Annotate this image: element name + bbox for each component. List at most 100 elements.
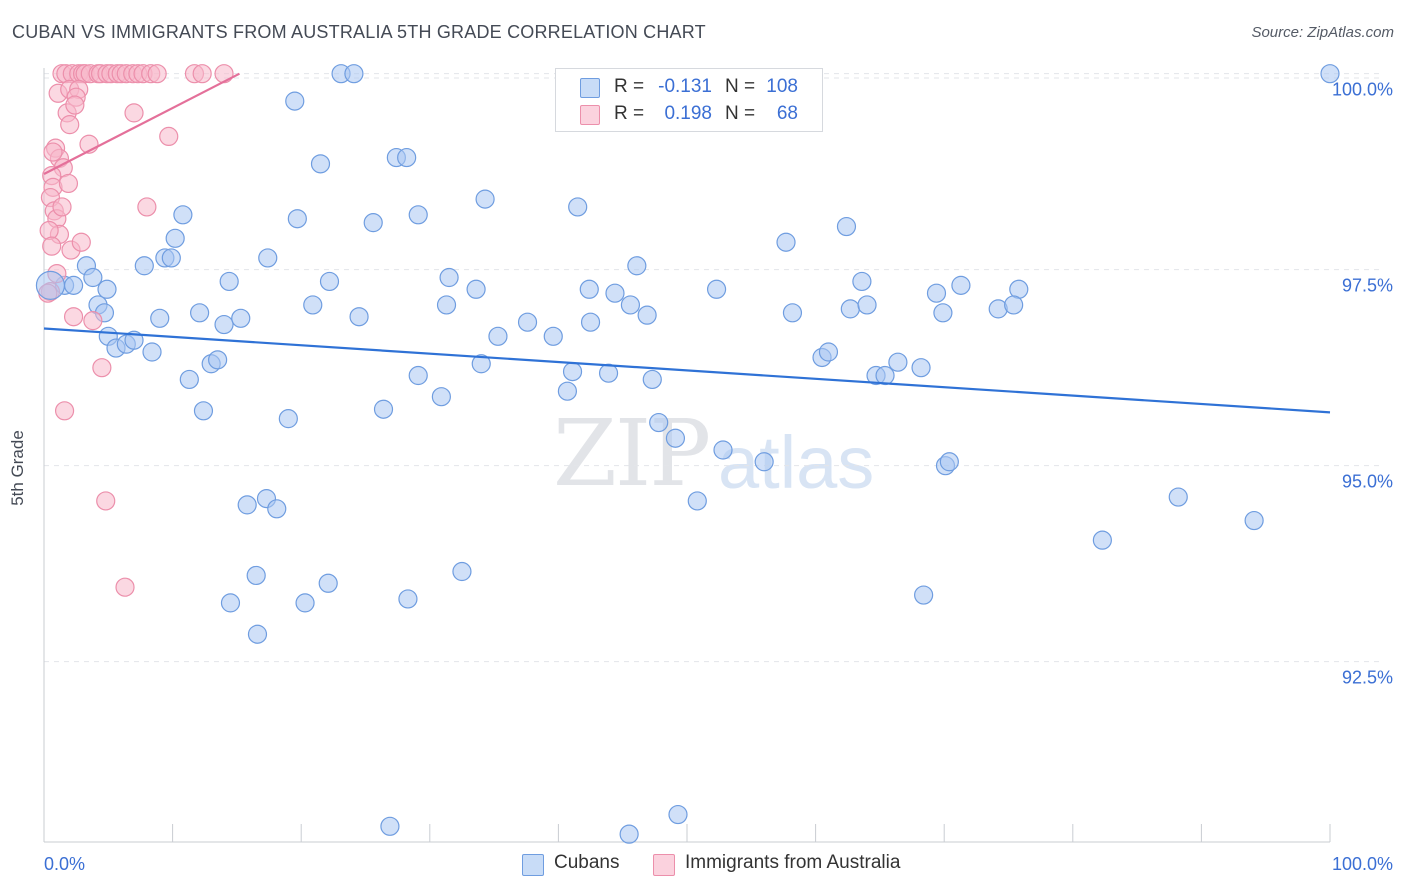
- australia-point: [192, 64, 212, 84]
- cubans-point: [852, 271, 872, 292]
- cubans-point: [466, 279, 486, 299]
- legend-r-label: R =: [614, 76, 645, 97]
- cubans-point: [557, 381, 578, 401]
- cubans-point: [142, 342, 162, 362]
- legend-label-cubans: Cubans: [554, 852, 620, 873]
- legend-swatch-cubans: [522, 854, 544, 876]
- cubans-point: [517, 312, 538, 332]
- watermark-zip: ZIP: [553, 400, 711, 507]
- australia-point: [147, 64, 167, 84]
- cubans-point: [605, 283, 625, 303]
- cubans-point: [637, 305, 657, 325]
- legend-n-label: N =: [725, 76, 756, 97]
- cubans-point: [285, 91, 305, 111]
- cubans-point: [134, 256, 154, 276]
- cubans-point: [97, 279, 117, 299]
- legend-label-australia: Immigrants from Australia: [685, 852, 901, 873]
- legend-swatch-pink: [580, 105, 600, 125]
- stats-legend: R = -0.131 N = 108 R = 0.198 N = 68: [555, 68, 823, 132]
- cubans-point: [295, 593, 315, 613]
- legend-r-label: R =: [614, 103, 645, 124]
- australia-point: [65, 95, 85, 115]
- australia-point: [159, 126, 179, 146]
- source-label: Source: ZipAtlas.com: [1251, 24, 1394, 41]
- cubans-point: [452, 561, 472, 582]
- cubans-point: [926, 283, 947, 303]
- cubans-point: [933, 303, 953, 323]
- cubans-point: [214, 314, 234, 335]
- cubans-point: [349, 307, 369, 327]
- cubans-point: [642, 369, 662, 390]
- cubans-point: [1092, 530, 1112, 550]
- cubans-point: [267, 499, 287, 519]
- cubans-point: [219, 271, 239, 292]
- cubans-point: [408, 365, 428, 386]
- legend-swatch-blue: [580, 78, 600, 98]
- australia-trend-line: [43, 72, 240, 176]
- cubans-point: [1168, 487, 1188, 507]
- cubans-point: [363, 213, 383, 233]
- australia-point: [52, 197, 72, 217]
- cubans-point: [568, 197, 588, 217]
- australia-point: [115, 577, 135, 597]
- x-tick-label: 100.0%: [1332, 854, 1393, 874]
- cubans-point: [471, 354, 491, 374]
- cubans-point: [627, 256, 647, 276]
- legend-swatch-australia: [653, 854, 675, 876]
- legend-n-label: N =: [725, 103, 756, 124]
- cubans-point: [1320, 64, 1340, 84]
- australia-point: [58, 173, 79, 194]
- cubans-point: [776, 232, 796, 252]
- cubans-point: [782, 303, 803, 323]
- cubans-point: [258, 248, 278, 268]
- australia-point: [92, 358, 112, 378]
- cubans-point: [310, 154, 331, 174]
- cubans-point: [220, 593, 241, 613]
- cubans-point: [303, 295, 323, 315]
- legend-row-australia: R = 0.198 N = 68: [556, 101, 822, 127]
- cubans-point: [836, 216, 857, 237]
- cubans-point: [619, 824, 639, 844]
- cubans-point: [713, 440, 733, 460]
- australia-point: [43, 142, 63, 162]
- watermark-atlas: atlas: [718, 421, 875, 504]
- cubans-point: [237, 495, 257, 515]
- y-tick-label: 100.0%: [1332, 80, 1393, 100]
- australia-point: [71, 232, 91, 252]
- cubans-point: [439, 267, 459, 288]
- cubans-cluster-point: [35, 270, 66, 300]
- cubans-point: [562, 362, 583, 382]
- cubans-point: [543, 326, 563, 346]
- cubans-point: [598, 363, 619, 383]
- cubans-point: [475, 189, 495, 209]
- chart-title: CUBAN VS IMMIGRANTS FROM AUSTRALIA 5TH G…: [12, 22, 706, 42]
- cubans-point: [397, 147, 417, 168]
- cubans-point: [888, 352, 908, 372]
- cubans-point: [278, 409, 298, 429]
- cubans-point: [231, 308, 251, 328]
- cubans-point: [687, 491, 707, 511]
- cubans-point: [706, 279, 727, 299]
- cubans-point: [150, 308, 170, 328]
- cubans-point: [488, 326, 508, 346]
- cubans-point: [818, 342, 839, 362]
- cubans-point: [408, 205, 428, 225]
- cubans-point: [914, 585, 934, 605]
- australia-point: [214, 64, 234, 84]
- legend-n-value: 68: [776, 103, 798, 124]
- cubans-point: [246, 565, 266, 586]
- cubans-trend-line: [43, 327, 1331, 414]
- cubans-point: [1244, 510, 1264, 531]
- australia-point: [124, 103, 144, 123]
- cubans-point: [951, 275, 971, 295]
- cubans-point: [165, 228, 185, 248]
- cubans-point: [179, 369, 199, 390]
- cubans-point: [344, 64, 364, 84]
- cubans-point: [398, 589, 418, 609]
- cubans-point: [208, 350, 228, 370]
- cubans-point: [620, 295, 641, 315]
- cubans-point: [579, 279, 599, 299]
- cubans-point: [161, 248, 181, 268]
- cubans-point: [649, 412, 669, 433]
